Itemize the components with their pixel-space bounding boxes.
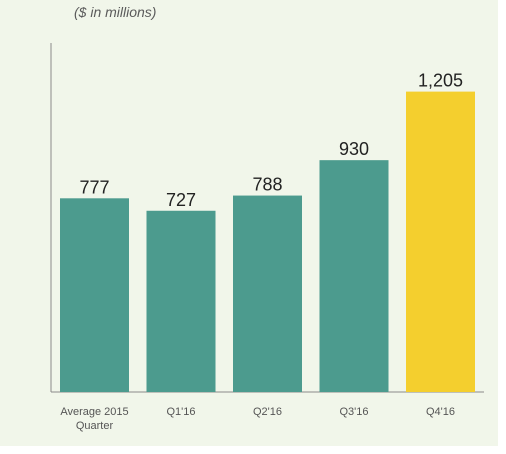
category-label-2-0: Q2'16	[253, 406, 282, 418]
chart-units-note: ($ in millions)	[74, 4, 157, 20]
bar-0	[60, 198, 129, 392]
bar-1	[146, 210, 216, 392]
category-label-1-0: Q1'16	[166, 406, 195, 418]
category-label-0-1: Quarter	[76, 420, 114, 432]
bar-4	[406, 91, 475, 392]
category-label-0-0: Average 2015	[60, 406, 128, 418]
value-label-3: 930	[339, 139, 369, 159]
value-label-2: 788	[252, 175, 282, 195]
value-label-1: 727	[166, 190, 196, 210]
bar-3	[319, 160, 389, 392]
category-label-4-0: Q4'16	[426, 406, 455, 418]
bar-2	[233, 195, 302, 392]
category-label-3-0: Q3'16	[339, 406, 368, 418]
value-label-0: 777	[79, 177, 109, 197]
value-label-4: 1,205	[418, 71, 463, 91]
bars-group: 777 Average 2015 Quarter 727 Q1'16 788 Q2'16 93…	[60, 71, 475, 432]
